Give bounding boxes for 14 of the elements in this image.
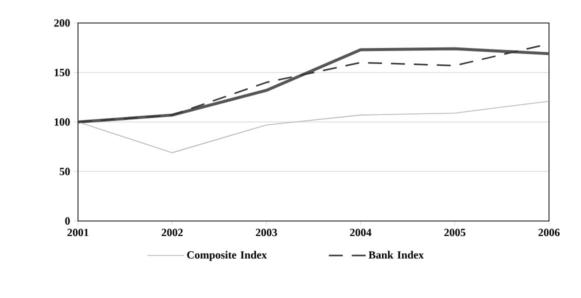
y-tick-label: 200: [54, 19, 70, 27]
x-tick-label: 2006: [538, 228, 560, 236]
y-tick-label: 50: [60, 168, 70, 176]
y-tick-label: 150: [54, 68, 70, 76]
y-tick-label: 100: [54, 118, 70, 126]
legend-label: Bank Index: [368, 250, 424, 259]
x-tick-label: 2003: [256, 228, 277, 236]
x-tick-label: 2005: [444, 228, 466, 236]
x-tick-label: 2004: [350, 228, 372, 236]
line-series: [78, 100, 550, 154]
x-tick-label: 2001: [67, 228, 88, 236]
x-tick-label: 2002: [162, 228, 183, 236]
legend-label: Composite Index: [187, 250, 267, 261]
y-tick-label: 0: [65, 217, 70, 225]
